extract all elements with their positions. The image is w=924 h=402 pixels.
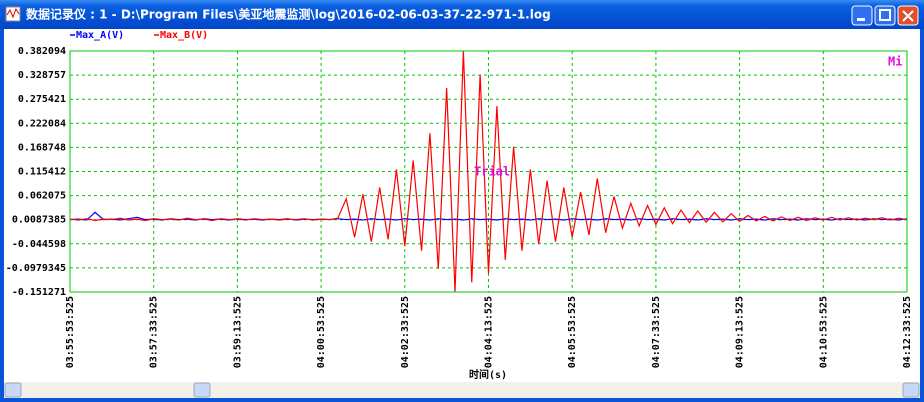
x-tick-label: 04:07:33:525 — [651, 296, 662, 368]
x-tick-label: 04:02:33:525 — [400, 296, 411, 368]
minimize-button[interactable] — [851, 5, 873, 26]
y-tick-label: 0.328757 — [18, 70, 66, 81]
y-tick-label: -0.0979345 — [6, 263, 66, 274]
x-tick-label: 03:57:33:525 — [149, 296, 160, 368]
x-tick-label: 04:12:33:525 — [902, 296, 913, 368]
y-tick-label: 0.382094 — [18, 46, 66, 57]
data-line — [69, 51, 908, 292]
x-tick-label: 04:00:53:525 — [316, 296, 327, 368]
x-axis-label: 时间(s) — [469, 368, 507, 381]
minimize-glyph — [857, 18, 865, 21]
maximize-glyph — [879, 9, 891, 21]
title-bar — [0, 0, 924, 29]
scroll-left[interactable] — [4, 382, 22, 398]
y-tick-label: -0.151271 — [12, 287, 66, 298]
x-tick-label: 04:04:13:525 — [484, 296, 495, 368]
annotation: Mi — [888, 55, 902, 69]
legend-label: Max_B(V) — [160, 30, 208, 41]
y-tick-label: 0.0087385 — [12, 215, 66, 226]
y-tick-label: 0.168748 — [18, 142, 66, 153]
y-tick-label: 0.062075 — [18, 191, 66, 202]
chart: 0.382094 0.328757 0.275421 0.222084 0.168748… — [6, 30, 913, 368]
window-buttons — [851, 5, 919, 26]
app-icon-glyph — [6, 7, 20, 19]
scroll-right[interactable] — [902, 382, 920, 398]
x-tick-label: 03:55:53:525 — [65, 296, 76, 368]
maximize-button[interactable] — [874, 5, 896, 26]
x-tick-label: 04:10:53:525 — [818, 296, 829, 368]
h-scrollbar — [4, 382, 920, 398]
scroll-thumb[interactable] — [193, 382, 211, 398]
x-tick-label: 04:05:53:525 — [567, 296, 578, 368]
y-tick-label: 0.275421 — [18, 94, 66, 105]
window-title: 数据记录仪 : 1 - D:\Program Files\美亚地震监测\log\… — [26, 7, 551, 22]
legend-label: Max_A(V) — [76, 30, 124, 41]
annotation: Trial — [474, 165, 510, 179]
x-tick-label: 03:59:13:525 — [232, 296, 243, 368]
y-tick-label: -0.044598 — [12, 239, 66, 250]
x-tick-label: 04:09:13:525 — [735, 296, 746, 368]
close-glyph — [902, 10, 914, 22]
scroll-track[interactable] — [4, 382, 920, 398]
y-tick-label: 0.222084 — [18, 118, 66, 129]
data-line — [69, 211, 908, 221]
plot-area — [69, 50, 908, 293]
y-tick-label: 0.115412 — [18, 166, 66, 177]
